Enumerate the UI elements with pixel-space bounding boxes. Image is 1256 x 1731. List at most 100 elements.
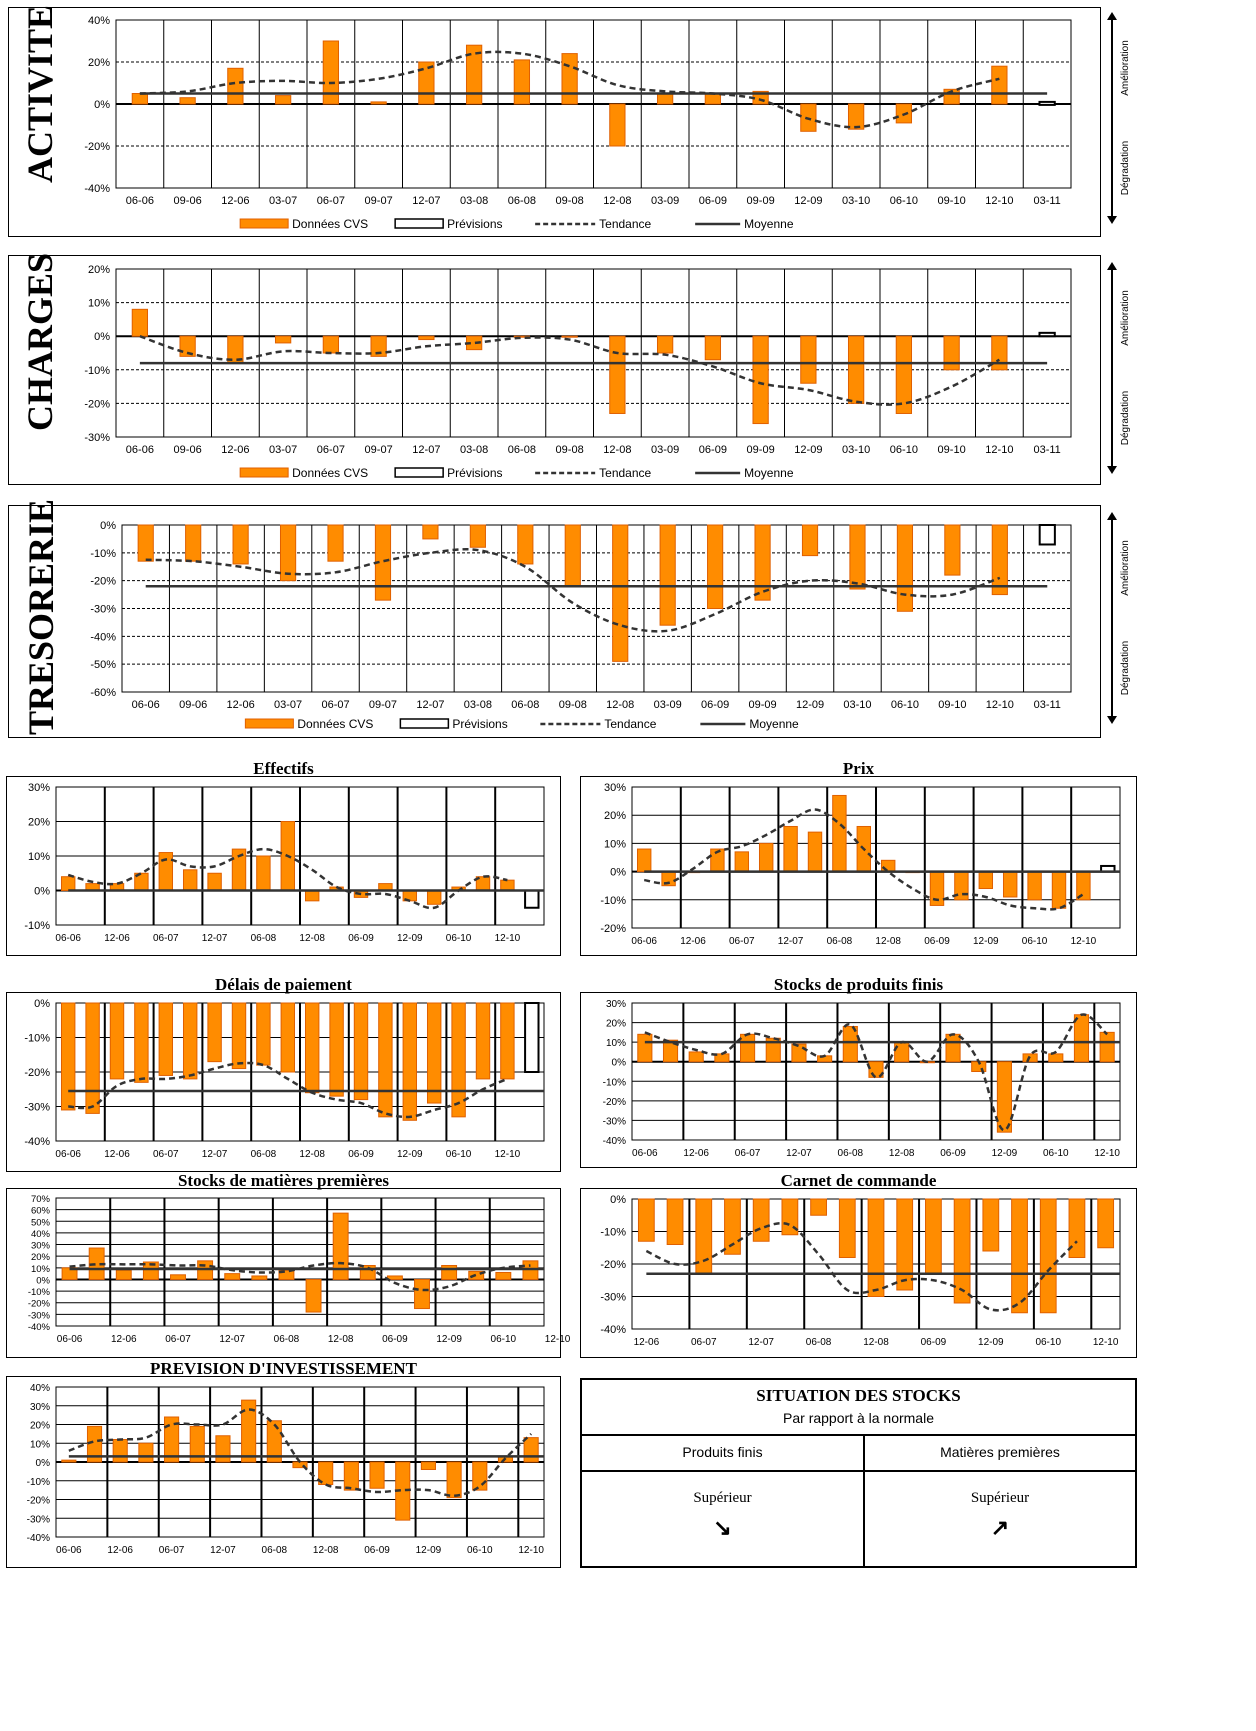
prevision_invest-xtick-label: 06-09 bbox=[364, 1545, 390, 1556]
situation-col2-label: Matières premières bbox=[940, 1444, 1060, 1460]
prevision_invest-ytick-label: -40% bbox=[27, 1533, 50, 1544]
stocks_pf-ytick-label: -10% bbox=[603, 1077, 626, 1088]
delais-xtick-label: 12-09 bbox=[397, 1149, 423, 1160]
stocks_pf-bar bbox=[1073, 1014, 1090, 1063]
carnet-xtick-label: 12-09 bbox=[978, 1337, 1004, 1348]
charges-xtick-label: 06-09 bbox=[699, 444, 727, 456]
activite-ytick-label: -20% bbox=[84, 141, 110, 153]
delais-xtick-label: 06-09 bbox=[348, 1149, 374, 1160]
tresorerie-bar bbox=[659, 524, 676, 626]
charges-xtick-label: 06-06 bbox=[126, 444, 154, 456]
situation-divider-h2 bbox=[582, 1470, 1135, 1472]
charges-xtick-label: 09-09 bbox=[747, 444, 775, 456]
prevision_invest-bar bbox=[446, 1461, 462, 1499]
stocks_pf-bar bbox=[765, 1037, 781, 1063]
carnet-bar bbox=[1011, 1198, 1028, 1314]
side-arrow-up-icon bbox=[1107, 512, 1117, 520]
prix-bar bbox=[758, 842, 774, 873]
effectifs-ytick-label: 30% bbox=[28, 782, 50, 794]
activite-bar bbox=[609, 103, 626, 147]
charges-bar bbox=[943, 335, 960, 371]
tresorerie-bar bbox=[469, 524, 486, 548]
activite-legend-mean-label: Moyenne bbox=[744, 217, 794, 231]
side-arrow-down-icon bbox=[1107, 716, 1117, 724]
tresorerie-xtick-label: 09-10 bbox=[938, 699, 966, 711]
activite-ytick-label: 0% bbox=[94, 99, 110, 111]
prix-bar bbox=[978, 871, 994, 890]
stocks_mp-xtick-label: 12-10 bbox=[545, 1334, 571, 1345]
charges-ytick-label: -30% bbox=[84, 432, 110, 444]
delais-xtick-label: 06-07 bbox=[153, 1149, 179, 1160]
stocks_pf-ytick-label: -30% bbox=[603, 1116, 626, 1127]
tresorerie-trend-line bbox=[145, 547, 1001, 633]
stocks_mp-ytick-label: 0% bbox=[36, 1275, 50, 1286]
stocks_pf-xtick-label: 06-09 bbox=[940, 1148, 966, 1159]
charges-legend-prev-swatch bbox=[394, 467, 444, 478]
activite-xtick-label: 09-09 bbox=[747, 195, 775, 207]
stocks_mp-bar bbox=[142, 1261, 159, 1280]
carnet-trend-line bbox=[645, 1221, 1078, 1312]
tresorerie-xtick-label: 09-07 bbox=[369, 699, 397, 711]
delais-bar bbox=[182, 1002, 198, 1080]
delais-bar bbox=[304, 1002, 320, 1094]
tresorerie-bar bbox=[564, 524, 581, 587]
tresorerie-bar bbox=[422, 524, 439, 540]
activite-trend-line bbox=[139, 50, 1000, 129]
prevision_invest-xtick-label: 06-10 bbox=[467, 1545, 493, 1556]
stocks_pf-xtick-label: 12-08 bbox=[889, 1148, 915, 1159]
prevision_invest-bar bbox=[61, 1459, 77, 1463]
carnet-xtick-label: 06-09 bbox=[921, 1337, 947, 1348]
side-label-degradation: Dégradation bbox=[1120, 141, 1131, 195]
prix-xtick-label: 06-07 bbox=[729, 936, 755, 947]
prix-bar bbox=[880, 859, 896, 873]
arrow-up-right-icon: ↗ bbox=[990, 1515, 1010, 1540]
delais-xtick-label: 12-07 bbox=[202, 1149, 228, 1160]
delais-bar bbox=[329, 1002, 344, 1097]
tresorerie-ytick-label: -50% bbox=[90, 659, 116, 671]
stocks_mp-ytick-label: -20% bbox=[28, 1299, 51, 1310]
tresorerie-bar bbox=[185, 524, 202, 562]
prevision_invest-bar bbox=[86, 1425, 103, 1463]
stocks_pf-bar bbox=[791, 1043, 807, 1063]
activite-xtick-label: 12-06 bbox=[221, 195, 249, 207]
effectifs-xtick-label: 12-06 bbox=[104, 933, 130, 944]
charges-xtick-label: 09-06 bbox=[174, 444, 202, 456]
delais-trend-line bbox=[68, 1061, 508, 1119]
activite-xtick-label: 09-08 bbox=[556, 195, 584, 207]
delais-bar bbox=[158, 1002, 174, 1076]
activite-xtick-label: 03-07 bbox=[269, 195, 297, 207]
prevision_invest-xtick-label: 12-10 bbox=[518, 1545, 544, 1556]
prevision_invest-xtick-label: 06-08 bbox=[262, 1545, 288, 1556]
tresorerie-xtick-label: 09-09 bbox=[749, 699, 777, 711]
effectifs-xtick-label: 06-06 bbox=[55, 933, 81, 944]
situation-divider-h1 bbox=[582, 1434, 1135, 1436]
effectifs-xtick-label: 12-08 bbox=[299, 933, 325, 944]
side-label-degradation: Dégradation bbox=[1120, 391, 1131, 445]
prevision_invest-xtick-label: 06-07 bbox=[159, 1545, 185, 1556]
stocks_mp-bar bbox=[414, 1278, 430, 1310]
prevision_invest-bar bbox=[112, 1439, 128, 1463]
effectifs-ytick-label: 20% bbox=[28, 817, 50, 829]
stocks_mp-bar bbox=[115, 1269, 132, 1280]
activite-xtick-label: 03-09 bbox=[651, 195, 679, 207]
tresorerie-bar bbox=[327, 524, 344, 562]
tresorerie-ytick-label: -30% bbox=[90, 604, 116, 616]
activite-bar bbox=[370, 101, 387, 105]
carnet-bar bbox=[925, 1198, 942, 1275]
prevision_invest-ytick-label: 40% bbox=[30, 1383, 50, 1394]
charges-bar bbox=[609, 335, 626, 414]
stocks_pf-xtick-label: 06-06 bbox=[632, 1148, 658, 1159]
side-arrow-down-icon bbox=[1107, 216, 1117, 224]
stocks_mp-ytick-label: 30% bbox=[31, 1241, 51, 1252]
prevision_invest-bar bbox=[164, 1416, 180, 1463]
delais-bar bbox=[280, 1002, 296, 1073]
effectifs-bar bbox=[182, 869, 198, 891]
stocks_pf-xtick-label: 06-10 bbox=[1043, 1148, 1069, 1159]
tresorerie-xtick-label: 06-08 bbox=[511, 699, 539, 711]
stocks_pf-ytick-label: -20% bbox=[603, 1097, 626, 1108]
charges-ytick-label: 10% bbox=[88, 298, 110, 310]
activite-bar bbox=[274, 95, 292, 105]
effectifs-bar bbox=[426, 890, 442, 905]
charges-xtick-label: 12-10 bbox=[985, 444, 1013, 456]
side-label-amelioration: Amélioration bbox=[1120, 290, 1131, 346]
